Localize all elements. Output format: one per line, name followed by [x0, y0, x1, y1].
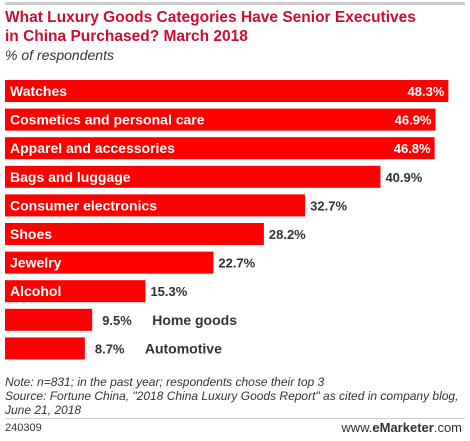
- category-label: Cosmetics and personal care: [10, 112, 205, 128]
- value-label: 32.7%: [310, 198, 347, 213]
- value-label: 9.5%: [102, 313, 132, 328]
- value-label: 46.9%: [395, 113, 432, 128]
- value-label: 48.3%: [408, 84, 445, 99]
- category-label: Bags and luggage: [10, 169, 131, 185]
- bar-alcohol: [5, 280, 146, 303]
- chart-title: What Luxury Goods Categories Have Senior…: [5, 9, 416, 45]
- note-text: Note: n=831; in the past year; responden…: [5, 375, 325, 389]
- brand-tld: .com: [433, 420, 462, 435]
- category-label: Alcohol: [10, 283, 61, 299]
- bar-jewelry: [5, 251, 214, 274]
- value-label: 8.7%: [95, 341, 125, 356]
- value-label: 28.2%: [269, 227, 306, 242]
- bar-shoes: [5, 223, 264, 245]
- category-label: Apparel and accessories: [10, 140, 175, 156]
- value-label: 46.8%: [394, 141, 431, 156]
- source-text: Source: Fortune China, "2018 China Luxur…: [5, 389, 459, 417]
- value-label: 22.7%: [218, 256, 255, 271]
- bar-cosmetics-and-personal-care: [5, 108, 436, 131]
- category-label: Jewelry: [10, 255, 62, 271]
- category-label: Watches: [10, 83, 67, 99]
- category-label: Consumer electronics: [10, 197, 157, 213]
- chart-subtitle: % of respondents: [5, 47, 114, 63]
- chart-notes: Note: n=831; in the past year; responden…: [5, 375, 460, 417]
- bar-apparel-and-accessories: [5, 137, 435, 160]
- chart-id: 240309: [5, 422, 42, 434]
- bar-watches: [5, 80, 449, 102]
- value-label: 40.9%: [385, 170, 422, 185]
- category-label: Automotive: [145, 340, 222, 356]
- category-label: Home goods: [152, 312, 237, 328]
- value-label: 15.3%: [150, 284, 187, 299]
- brand-web: www.: [341, 420, 373, 435]
- bar-home-goods: [5, 308, 93, 331]
- bar-consumer-electronics: [5, 194, 306, 217]
- brand-name: eMarketer: [372, 420, 434, 435]
- bar-automotive: [5, 337, 85, 360]
- bar-bags-and-luggage: [5, 165, 381, 188]
- bottom-rule: [5, 418, 465, 419]
- top-rule: [5, 2, 465, 5]
- emarketer-logo: www.eMarketer.com: [341, 420, 462, 435]
- category-label: Shoes: [10, 226, 52, 242]
- bar-chart: Watches 48.3% Cosmetics and personal care 4…: [5, 80, 449, 360]
